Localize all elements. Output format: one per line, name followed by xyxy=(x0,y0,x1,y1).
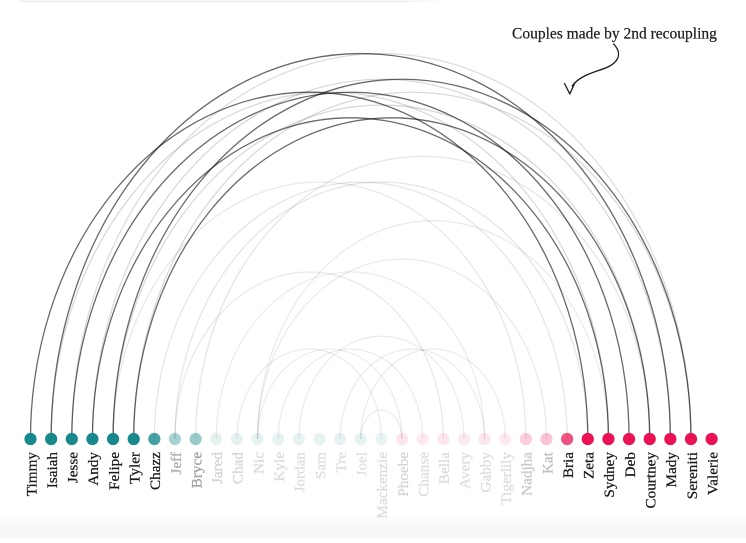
svg-text:Felipe: Felipe xyxy=(106,452,123,490)
svg-text:Zeta: Zeta xyxy=(581,452,598,479)
svg-text:Chazz: Chazz xyxy=(147,452,164,490)
svg-text:Jesse: Jesse xyxy=(65,452,82,483)
svg-text:Jordan: Jordan xyxy=(292,452,309,493)
svg-text:Bria: Bria xyxy=(560,452,577,478)
svg-text:Tre: Tre xyxy=(333,452,350,473)
svg-text:Andy: Andy xyxy=(85,452,102,486)
svg-text:Timmy: Timmy xyxy=(23,452,40,497)
svg-text:Kyle: Kyle xyxy=(271,452,288,482)
svg-text:Joel: Joel xyxy=(354,452,371,476)
svg-text:Sam: Sam xyxy=(312,452,329,479)
svg-text:Sereniti: Sereniti xyxy=(684,452,701,499)
svg-text:Gabby: Gabby xyxy=(477,452,494,493)
svg-text:Kat: Kat xyxy=(539,451,556,474)
svg-text:Mady: Mady xyxy=(663,452,680,488)
svg-text:Tigerlily: Tigerlily xyxy=(498,452,515,505)
svg-text:Chanse: Chanse xyxy=(415,452,432,497)
svg-text:Avery: Avery xyxy=(457,452,474,489)
svg-text:Deb: Deb xyxy=(622,452,639,478)
svg-text:Jeff: Jeff xyxy=(168,451,185,474)
svg-text:Mackenzie: Mackenzie xyxy=(374,452,391,519)
svg-text:Couples made by 2nd recoupling: Couples made by 2nd recoupling xyxy=(512,26,717,43)
svg-text:Bella: Bella xyxy=(436,452,453,484)
svg-text:Chad: Chad xyxy=(230,452,247,484)
svg-text:Jared: Jared xyxy=(209,452,226,484)
svg-text:Bryce: Bryce xyxy=(188,452,205,489)
svg-text:Nic: Nic xyxy=(250,452,267,474)
svg-text:Tyler: Tyler xyxy=(127,452,144,484)
svg-text:Isaiah: Isaiah xyxy=(44,452,61,489)
svg-text:Courtney: Courtney xyxy=(643,452,660,509)
svg-text:Phoebe: Phoebe xyxy=(395,452,412,497)
svg-text:Nadjha: Nadjha xyxy=(519,452,536,496)
svg-text:Sydney: Sydney xyxy=(601,452,618,498)
svg-text:Valerie: Valerie xyxy=(704,452,721,495)
